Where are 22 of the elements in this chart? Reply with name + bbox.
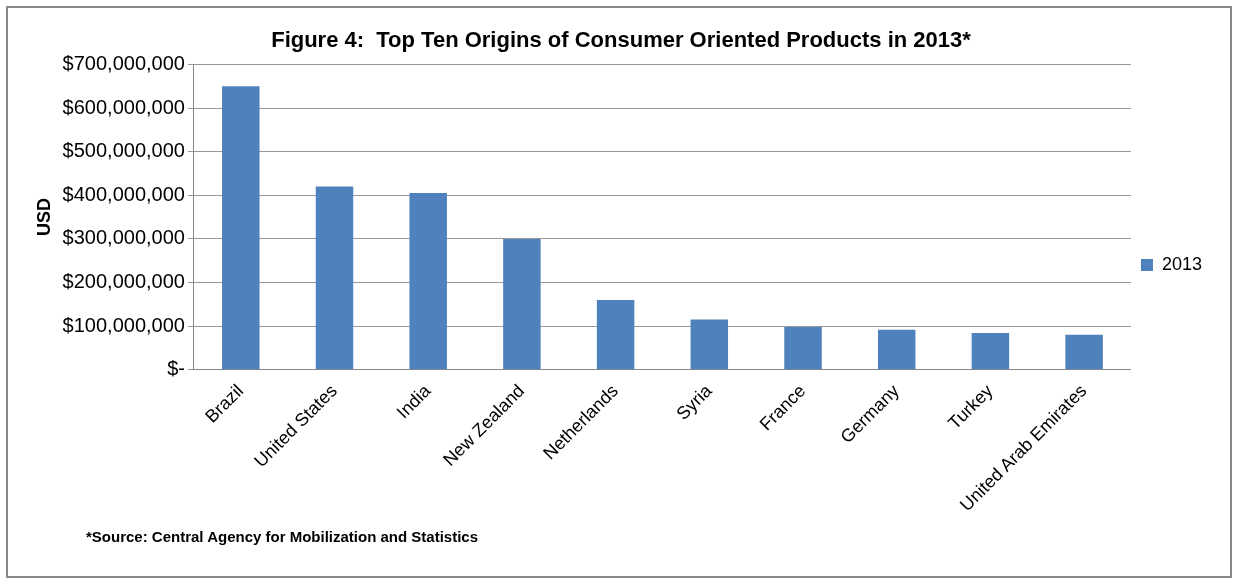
bar [503, 238, 541, 370]
text: *Source: Central Agency for Mobilization and Statistics [86, 528, 479, 545]
bar [971, 333, 1010, 370]
bar [784, 327, 822, 370]
y-tick-label: $100,000,000 [62, 313, 185, 336]
y-tick-label: $500,000,000 [62, 139, 185, 162]
bar [596, 299, 635, 370]
legend-label: 2013 [1161, 253, 1202, 274]
bar [877, 329, 916, 370]
bar [222, 86, 260, 370]
y-tick-label: $- [167, 357, 185, 380]
chart-title: Figure 4: Top Ten Origins of Consumer Oriented Products in 2013* [271, 27, 972, 53]
y-tick-label: $400,000,000 [62, 182, 185, 205]
bar [690, 319, 729, 370]
bar [409, 193, 447, 370]
y-tick-label: $600,000,000 [62, 95, 185, 118]
y-axis-title: USD [33, 198, 54, 237]
bar [1065, 334, 1103, 370]
y-tick-label: $200,000,000 [62, 270, 185, 293]
y-tick-label: $700,000,000 [62, 51, 185, 74]
y-tick-label: $300,000,000 [62, 226, 185, 249]
bar [315, 186, 354, 370]
